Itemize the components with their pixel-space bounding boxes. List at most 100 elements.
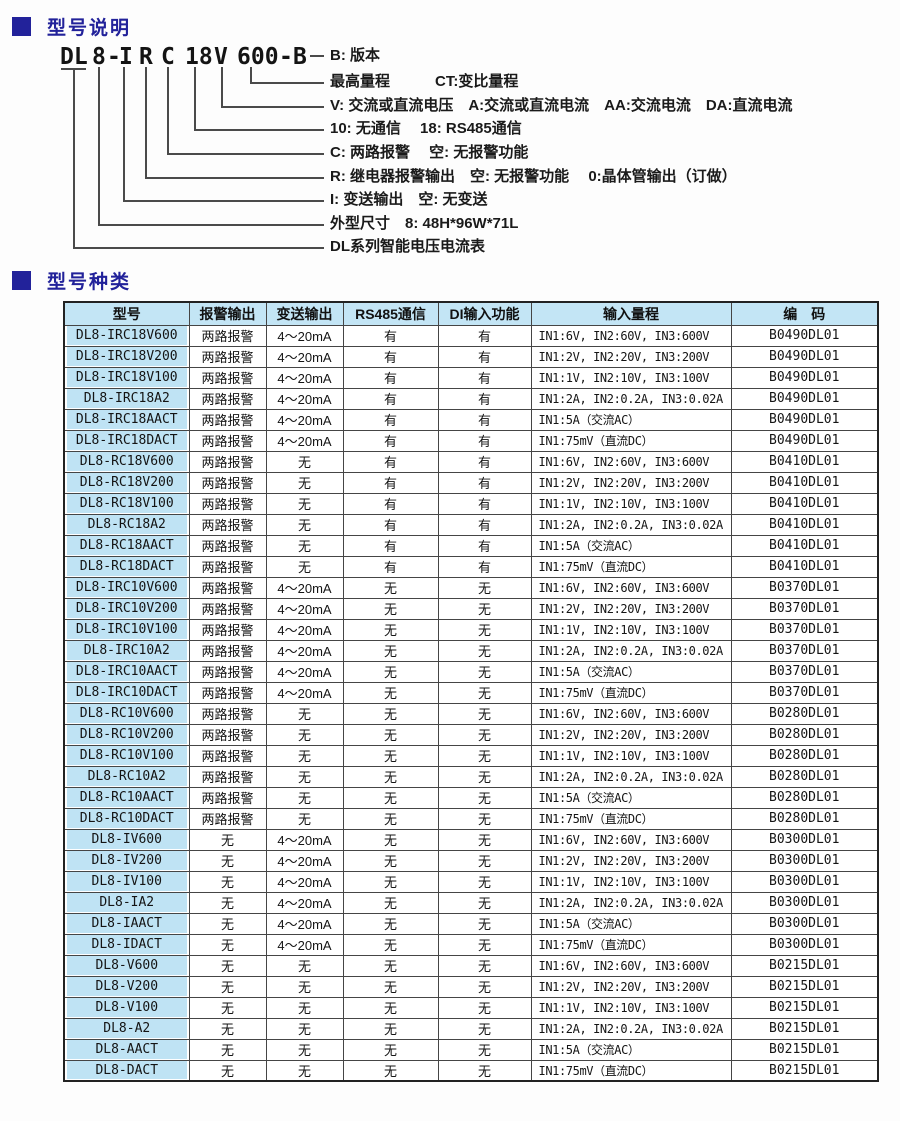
order-code-cell: B0300DL01 — [730, 912, 879, 935]
alarm-output-cell: 两路报警 — [188, 492, 267, 515]
di-input-cell: 有 — [437, 408, 532, 431]
transmit-output-cell: 无 — [265, 1059, 344, 1082]
transmit-output-cell: 无 — [265, 1017, 344, 1040]
table-row: DL8-IDACT 无 4～20mA 无无 IN1:75mV（直流DC） B0300DL0… — [63, 933, 879, 956]
model-cell: DL8-IAACT — [63, 912, 190, 935]
transmit-output-cell: 无 — [265, 471, 344, 494]
transmit-output-cell: 4～20mA — [265, 597, 344, 620]
model-cell: DL8-IRC18AACT — [63, 408, 190, 431]
alarm-output-cell: 无 — [188, 849, 267, 872]
transmit-output-cell: 4～20mA — [265, 912, 344, 935]
alarm-output-cell: 两路报警 — [188, 744, 267, 767]
transmit-output-cell: 4～20mA — [265, 366, 344, 389]
di-input-cell: 有 — [437, 471, 532, 494]
alarm-output-cell: 无 — [188, 870, 267, 893]
di-input-cell: 无 — [437, 975, 532, 998]
rs485-cell: 无 — [342, 975, 439, 998]
order-code-cell: B0215DL01 — [730, 1059, 879, 1082]
diagram-label-version: B: 版本 — [330, 47, 380, 64]
di-input-cell: 有 — [437, 513, 532, 536]
table-row: DL8-RC18A2 两路报警无有有 IN1:2A, IN2:0.2A, IN3:0… — [63, 513, 879, 536]
model-cell: DL8-V600 — [63, 954, 190, 977]
table-row: DL8-RC18V200 两路报警无有有 IN1:2V, IN2:20V, IN3:… — [63, 471, 879, 494]
order-code-cell: B0410DL01 — [730, 492, 879, 515]
transmit-output-cell: 4～20mA — [265, 639, 344, 662]
input-range-cell: IN1:2V, IN2:20V, IN3:200V — [530, 723, 732, 746]
di-input-cell: 无 — [437, 639, 532, 662]
alarm-output-cell: 两路报警 — [188, 597, 267, 620]
input-range-cell: IN1:1V, IN2:10V, IN3:100V — [530, 492, 732, 515]
model-segment: C — [161, 44, 175, 70]
transmit-output-cell: 4～20mA — [265, 429, 344, 452]
input-range-cell: IN1:2A, IN2:0.2A, IN3:0.02A — [530, 1017, 732, 1040]
order-code-cell: B0215DL01 — [730, 1038, 879, 1061]
rs485-cell: 无 — [342, 933, 439, 956]
di-input-cell: 有 — [437, 450, 532, 473]
order-code-cell: B0370DL01 — [730, 576, 879, 599]
transmit-output-cell: 无 — [265, 534, 344, 557]
rs485-cell: 无 — [342, 996, 439, 1019]
order-code-cell: B0215DL01 — [730, 1017, 879, 1040]
input-range-cell: IN1:2V, IN2:20V, IN3:200V — [530, 597, 732, 620]
model-cell: DL8-V100 — [63, 996, 190, 1019]
table-row: DL8-RC10V200 两路报警无无无 IN1:2V, IN2:20V, IN3:… — [63, 723, 879, 746]
di-input-cell: 无 — [437, 807, 532, 830]
model-cell: DL8-RC10A2 — [63, 765, 190, 788]
rs485-cell: 有 — [342, 555, 439, 578]
rs485-cell: 有 — [342, 387, 439, 410]
transmit-output-cell: 4～20mA — [265, 387, 344, 410]
model-cell: DL8-RC18AACT — [63, 534, 190, 557]
transmit-output-cell: 4～20mA — [265, 891, 344, 914]
alarm-output-cell: 两路报警 — [188, 471, 267, 494]
diagram-label-relay-output: R: 继电器报警输出 空: 无报警功能 0:晶体管输出（订做） — [330, 168, 737, 185]
rs485-cell: 无 — [342, 828, 439, 851]
diagram-connector-line — [250, 82, 324, 84]
transmit-output-cell: 无 — [265, 492, 344, 515]
model-cell: DL8-IRC18A2 — [63, 387, 190, 410]
input-range-cell: IN1:2A, IN2:0.2A, IN3:0.02A — [530, 513, 732, 536]
model-segment: DL — [60, 44, 88, 70]
rs485-cell: 有 — [342, 366, 439, 389]
alarm-output-cell: 两路报警 — [188, 681, 267, 704]
model-cell: DL8-IV200 — [63, 849, 190, 872]
diagram-connector-line — [194, 129, 324, 131]
alarm-output-cell: 两路报警 — [188, 660, 267, 683]
di-input-cell: 无 — [437, 1059, 532, 1082]
transmit-output-cell: 无 — [265, 807, 344, 830]
input-range-cell: IN1:6V, IN2:60V, IN3:600V — [530, 324, 732, 347]
transmit-output-cell: 4～20mA — [265, 828, 344, 851]
order-code-cell: B0280DL01 — [730, 765, 879, 788]
di-input-cell: 无 — [437, 702, 532, 725]
model-cell: DL8-DACT — [63, 1059, 190, 1082]
alarm-output-cell: 两路报警 — [188, 555, 267, 578]
model-cell: DL8-A2 — [63, 1017, 190, 1040]
model-cell: DL8-IV600 — [63, 828, 190, 851]
input-range-cell: IN1:2V, IN2:20V, IN3:200V — [530, 975, 732, 998]
model-cell: DL8-IRC10DACT — [63, 681, 190, 704]
di-input-cell: 无 — [437, 849, 532, 872]
order-code-cell: B0370DL01 — [730, 597, 879, 620]
diagram-connector-line — [167, 67, 169, 154]
table-row: DL8-RC10A2 两路报警无无无 IN1:2A, IN2:0.2A, IN3:0… — [63, 765, 879, 788]
order-code-cell: B0490DL01 — [730, 366, 879, 389]
input-range-cell: IN1:75mV（直流DC） — [530, 807, 732, 830]
table-row: DL8-DACT 无无无无 IN1:75mV（直流DC） B0215DL01 — [63, 1059, 879, 1082]
di-input-cell: 有 — [437, 387, 532, 410]
order-code-cell: B0215DL01 — [730, 954, 879, 977]
rs485-cell: 无 — [342, 954, 439, 977]
col-header-transmit-output: 变送输出 — [265, 301, 344, 326]
table-row: DL8-IRC18V200 两路报警 4～20mA 有有 IN1:2V, IN2:20V… — [63, 345, 879, 368]
input-range-cell: IN1:5A（交流AC） — [530, 534, 732, 557]
rs485-cell: 无 — [342, 660, 439, 683]
input-range-cell: IN1:6V, IN2:60V, IN3:600V — [530, 450, 732, 473]
col-header-di-input: DI输入功能 — [437, 301, 532, 326]
alarm-output-cell: 两路报警 — [188, 450, 267, 473]
model-cell: DL8-AACT — [63, 1038, 190, 1061]
table-row: DL8-RC10V600 两路报警无无无 IN1:6V, IN2:60V, IN3:… — [63, 702, 879, 725]
diagram-label-case-size: 外型尺寸 8: 48H*96W*71L — [330, 215, 519, 232]
di-input-cell: 无 — [437, 765, 532, 788]
col-header-model: 型号 — [63, 301, 190, 326]
order-code-cell: B0370DL01 — [730, 660, 879, 683]
table-row: DL8-V600 无无无无 IN1:6V, IN2:60V, IN3:600V B02… — [63, 954, 879, 977]
table-row: DL8-IRC18A2 两路报警 4～20mA 有有 IN1:2A, IN2:0.2A,… — [63, 387, 879, 410]
